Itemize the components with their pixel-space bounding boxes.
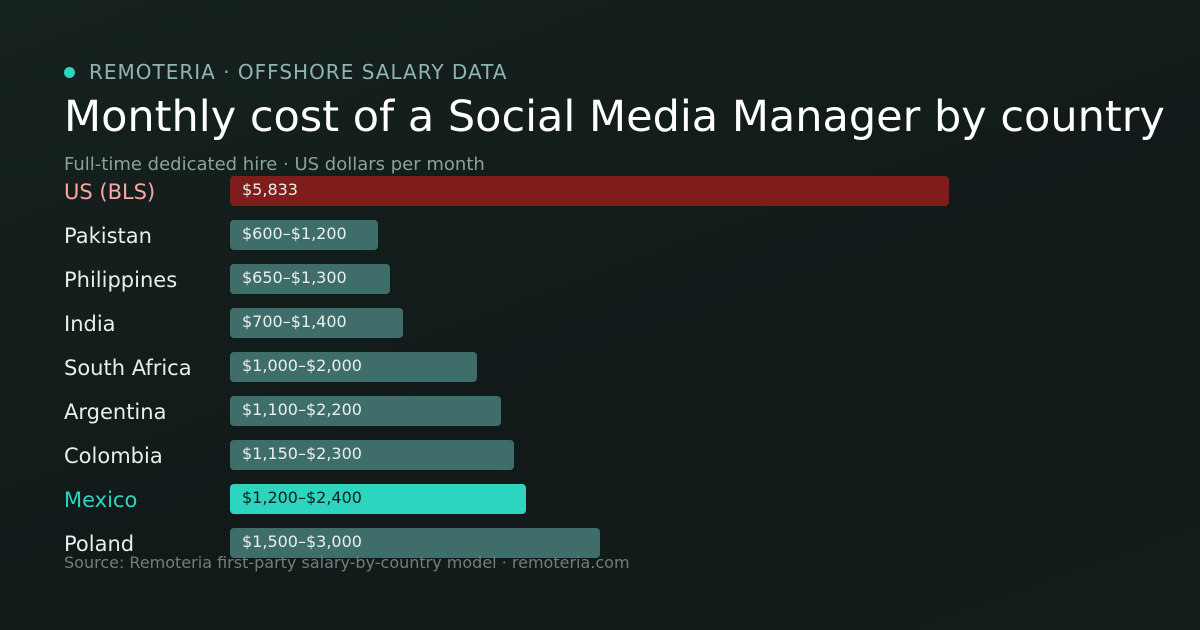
value-label: $5,833 [242, 180, 298, 199]
bar [230, 484, 526, 514]
bar [230, 264, 390, 294]
bar-row: India $700–$1,400 [0, 308, 1200, 338]
bar [230, 352, 477, 382]
bar-row: Philippines $650–$1,300 [0, 264, 1200, 294]
value-label: $1,200–$2,400 [242, 488, 362, 507]
bar-row: Mexico $1,200–$2,400 [0, 484, 1200, 514]
category-label: South Africa [64, 356, 192, 380]
value-label: $1,500–$3,000 [242, 532, 362, 551]
category-label: India [64, 312, 116, 336]
category-label: Argentina [64, 400, 167, 424]
chart-title: Monthly cost of a Social Media Manager b… [64, 92, 1165, 142]
bar-row: Argentina $1,100–$2,200 [0, 396, 1200, 426]
source-note: Source: Remoteria first-party salary-by-… [64, 553, 630, 572]
value-label: $1,100–$2,200 [242, 400, 362, 419]
bar [230, 220, 378, 250]
bar [230, 528, 600, 558]
value-label: $1,000–$2,000 [242, 356, 362, 375]
chart-subtitle: Full-time dedicated hire · US dollars pe… [64, 154, 485, 175]
category-label: US (BLS) [64, 180, 156, 204]
value-label: $600–$1,200 [242, 224, 347, 243]
kicker-text: REMOTERIA · OFFSHORE SALARY DATA [89, 60, 508, 84]
bar [230, 176, 949, 206]
value-label: $700–$1,400 [242, 312, 347, 331]
bar [230, 308, 403, 338]
bar [230, 440, 514, 470]
category-label: Poland [64, 532, 135, 556]
bar-row: Poland $1,500–$3,000 [0, 528, 1200, 558]
brand-dot-icon [64, 66, 75, 78]
value-label: $1,150–$2,300 [242, 444, 362, 463]
bar [230, 396, 501, 426]
bar-row: Colombia $1,150–$2,300 [0, 440, 1200, 470]
category-label: Mexico [64, 488, 138, 512]
category-label: Pakistan [64, 224, 152, 248]
value-label: $650–$1,300 [242, 268, 347, 287]
category-label: Colombia [64, 444, 163, 468]
bar-row: Pakistan $600–$1,200 [0, 220, 1200, 250]
kicker: REMOTERIA · OFFSHORE SALARY DATA [64, 60, 507, 84]
bar-row: US (BLS) $5,833 [0, 176, 1200, 206]
bar-row: South Africa $1,000–$2,000 [0, 352, 1200, 382]
category-label: Philippines [64, 268, 178, 292]
